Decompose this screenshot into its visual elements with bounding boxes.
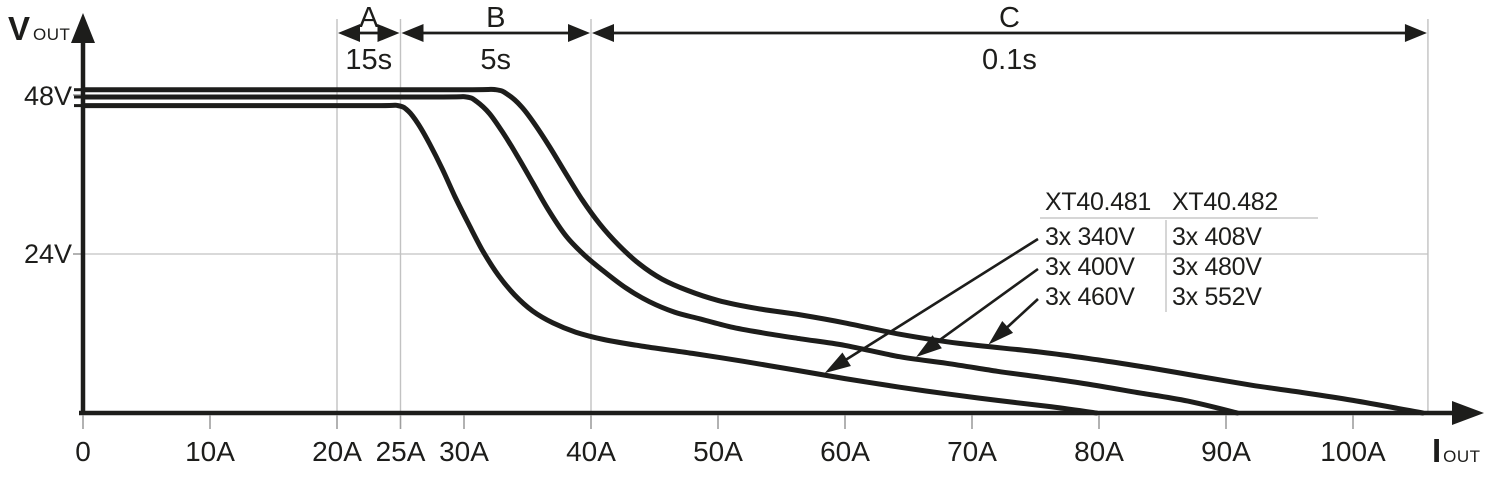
x-tick-label-40A: 40A — [566, 436, 616, 467]
x-axis-arrowhead — [1452, 401, 1484, 425]
zone-B-arrowhead-left — [401, 24, 424, 42]
legend-pointer-line-2 — [923, 267, 1039, 353]
legend-pointer-line-1 — [832, 237, 1039, 369]
zone-A-label: A — [359, 2, 379, 34]
legend-column-header-XT40.482: XT40.482 — [1172, 188, 1278, 216]
axis-labels-layer: V OUT I OUT — [8, 10, 1481, 469]
zone-C-duration: 0.1s — [982, 44, 1037, 76]
legend-pointer-arrows-layer — [824, 237, 1039, 374]
legend-cell-3x-480v: 3x 480V — [1172, 253, 1262, 281]
zone-C-arrowhead-left — [592, 24, 614, 42]
zone-C-label: C — [999, 2, 1020, 34]
curve-3x-340v-3x-408v — [80, 102, 1099, 416]
axes-layer — [71, 13, 1484, 425]
legend-pointer-arrowhead-2 — [916, 335, 942, 358]
y-axis-title: V OUT — [8, 10, 70, 47]
x-tick-label-70A: 70A — [947, 436, 997, 467]
curves-layer — [80, 86, 1426, 416]
zone-A-arrowhead-right — [377, 24, 400, 42]
x-tick-label-0: 0 — [75, 436, 91, 467]
x-tick-label-100A: 100A — [1320, 436, 1386, 467]
x-axis-title-main: I — [1432, 432, 1441, 469]
legend-cell-3x-408v: 3x 408V — [1172, 223, 1262, 251]
zone-C-arrowhead-right — [1404, 24, 1427, 42]
x-tick-label-50A: 50A — [693, 436, 743, 467]
legend-pointer-arrowhead-3 — [988, 321, 1014, 345]
x-tick-label-30A: 30A — [439, 436, 489, 467]
x-tick-label-90A: 90A — [1201, 436, 1251, 467]
zone-A-duration: 15s — [345, 44, 392, 76]
load-zone-arrows-layer: A 15s B 5s C 0.1s — [338, 2, 1427, 76]
x-tick-label-20A: 20A — [312, 436, 362, 467]
zone-B-duration: 5s — [480, 44, 511, 76]
legend-cell-3x-400v: 3x 400V — [1045, 253, 1135, 281]
x-tick-label-80A: 80A — [1074, 436, 1124, 467]
legend-column-header-XT40.481: XT40.481 — [1045, 188, 1151, 216]
curve-3x-400v-3x-480v — [80, 94, 1240, 416]
y-tick-label-48V: 48V — [24, 81, 72, 111]
legend-cell-3x-460v: 3x 460V — [1045, 283, 1135, 311]
y-axis-title-main: V — [8, 10, 30, 47]
legend-pointer-arrowhead-1 — [824, 352, 851, 374]
y-tick-label-24V: 24V — [24, 239, 72, 269]
x-tick-label-25A: 25A — [376, 436, 426, 467]
x-tick-label-60A: 60A — [820, 436, 870, 467]
zone-B-label: B — [486, 2, 505, 34]
x-tick-label-10A: 10A — [185, 436, 235, 467]
curve-3x-460v-3x-552v — [80, 86, 1426, 416]
zone-B-arrowhead-right — [568, 24, 590, 42]
gridlines-layer: 0 10A 20A 25A 30A 40A 50A 60A 70A 80A 90A 100A 24V 48… — [24, 19, 1429, 467]
x-axis-title: I OUT — [1432, 432, 1481, 469]
legend-cell-3x-340v: 3x 340V — [1045, 223, 1135, 251]
legend-cell-3x-552v: 3x 552V — [1172, 283, 1262, 311]
y-axis-arrowhead — [71, 13, 95, 43]
x-axis-title-sub: OUT — [1443, 447, 1480, 466]
zone-A-arrowhead-left — [338, 24, 360, 42]
y-axis-title-sub: OUT — [33, 25, 70, 44]
